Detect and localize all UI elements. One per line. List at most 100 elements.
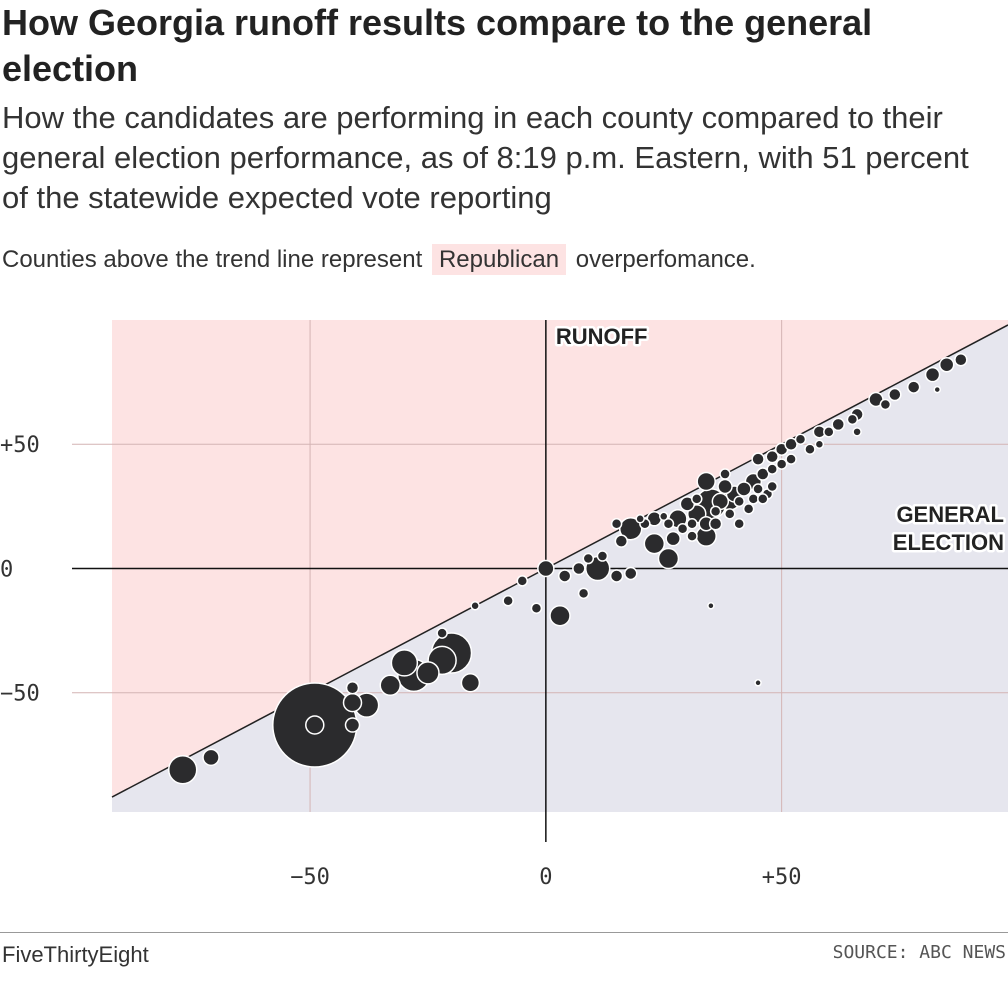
county-point xyxy=(344,717,361,733)
county-point xyxy=(765,449,779,464)
county-point xyxy=(696,471,716,492)
county-point xyxy=(577,587,590,600)
x-axis-label-line: GENERAL xyxy=(896,502,1004,527)
county-point xyxy=(708,517,723,531)
county-point xyxy=(707,602,715,610)
county-point xyxy=(610,518,623,530)
county-point xyxy=(888,387,902,402)
county-point xyxy=(785,453,797,465)
county-point xyxy=(614,534,629,548)
county-point xyxy=(516,575,529,587)
county-point xyxy=(784,437,798,451)
county-point xyxy=(537,559,555,578)
county-point xyxy=(766,463,778,475)
county-point xyxy=(379,674,401,697)
y-tick-labels: +50 0 −50 xyxy=(0,433,40,706)
county-point xyxy=(609,569,624,583)
county-point xyxy=(549,604,571,627)
county-point xyxy=(436,627,448,639)
county-point xyxy=(794,433,807,446)
county-point xyxy=(623,566,638,581)
county-point xyxy=(572,561,586,576)
scatter-chart: −50 0 +50 +50 0 −50 RUNOFF GENERAL ELECTION xyxy=(0,320,1008,890)
chart-note: Counties above the trend line represent … xyxy=(2,240,1002,280)
county-point xyxy=(643,532,666,555)
x-tick-label: +50 xyxy=(762,865,802,890)
republican-region xyxy=(112,320,1008,798)
x-tick-labels: −50 0 +50 xyxy=(290,865,801,890)
county-point xyxy=(582,552,595,565)
brand-logo-text: FiveThirtyEight xyxy=(2,942,149,967)
county-point xyxy=(665,530,681,547)
county-point xyxy=(390,649,419,677)
county-point xyxy=(345,681,360,695)
county-point xyxy=(736,481,752,497)
county-point xyxy=(814,439,825,449)
county-point xyxy=(657,547,680,570)
y-tick-label: −50 xyxy=(0,682,40,707)
chart-subtitle: How the candidates are performing in eac… xyxy=(2,100,969,215)
county-point xyxy=(924,366,941,383)
county-point xyxy=(676,522,689,535)
county-point xyxy=(879,398,892,411)
county-point xyxy=(846,413,859,426)
county-point xyxy=(733,518,745,530)
county-point xyxy=(719,468,731,480)
county-point xyxy=(618,516,643,541)
county-point xyxy=(691,493,703,505)
county-point xyxy=(954,353,968,367)
county-point xyxy=(752,483,764,495)
county-point xyxy=(460,673,481,693)
county-point xyxy=(933,385,942,394)
county-point xyxy=(557,569,572,583)
county-point xyxy=(342,692,363,713)
note-text-after: overperfomance. xyxy=(575,246,756,273)
county-point xyxy=(724,508,736,520)
county-point xyxy=(804,443,816,455)
footer-divider xyxy=(0,932,1008,933)
county-point xyxy=(635,514,645,524)
county-point xyxy=(757,493,769,505)
county-point xyxy=(775,458,788,470)
plot-background xyxy=(112,320,1008,812)
county-point xyxy=(938,356,955,373)
county-point xyxy=(596,550,609,562)
county-point xyxy=(305,715,325,735)
chart-title: How Georgia runoff results compare to th… xyxy=(2,2,873,89)
x-axis-label: GENERAL ELECTION xyxy=(893,502,1004,555)
county-point xyxy=(662,518,675,530)
county-point xyxy=(823,426,835,438)
county-point xyxy=(747,493,760,505)
county-point xyxy=(686,518,698,530)
county-point xyxy=(530,602,543,614)
county-point xyxy=(831,417,845,432)
x-tick-label: 0 xyxy=(539,865,552,890)
county-point xyxy=(742,503,755,515)
county-point xyxy=(658,511,669,522)
source-note: SOURCE: ABC NEWS xyxy=(832,942,1006,963)
trend-line xyxy=(111,324,1008,798)
note-text-before: Counties above the trend line represent xyxy=(2,246,423,273)
y-axis-label: RUNOFF xyxy=(556,324,648,349)
county-point xyxy=(709,505,722,518)
county-point xyxy=(717,478,733,495)
county-point xyxy=(906,380,921,394)
county-point xyxy=(852,427,862,437)
county-point xyxy=(754,679,762,687)
county-point xyxy=(202,748,220,767)
x-axis-label-line: ELECTION xyxy=(893,530,1004,555)
county-point xyxy=(756,467,770,481)
county-point xyxy=(686,530,698,542)
county-point xyxy=(766,480,778,493)
x-tick-label: −50 xyxy=(290,865,330,890)
county-point xyxy=(416,661,440,685)
y-tick-label: +50 xyxy=(0,433,40,458)
county-point xyxy=(167,755,198,785)
county-points xyxy=(167,353,968,785)
note-highlight-republican: Republican xyxy=(431,244,567,275)
y-tick-label: 0 xyxy=(0,557,13,582)
county-point xyxy=(733,495,745,508)
county-point xyxy=(751,452,765,466)
county-point xyxy=(470,601,480,611)
county-point xyxy=(502,595,514,607)
